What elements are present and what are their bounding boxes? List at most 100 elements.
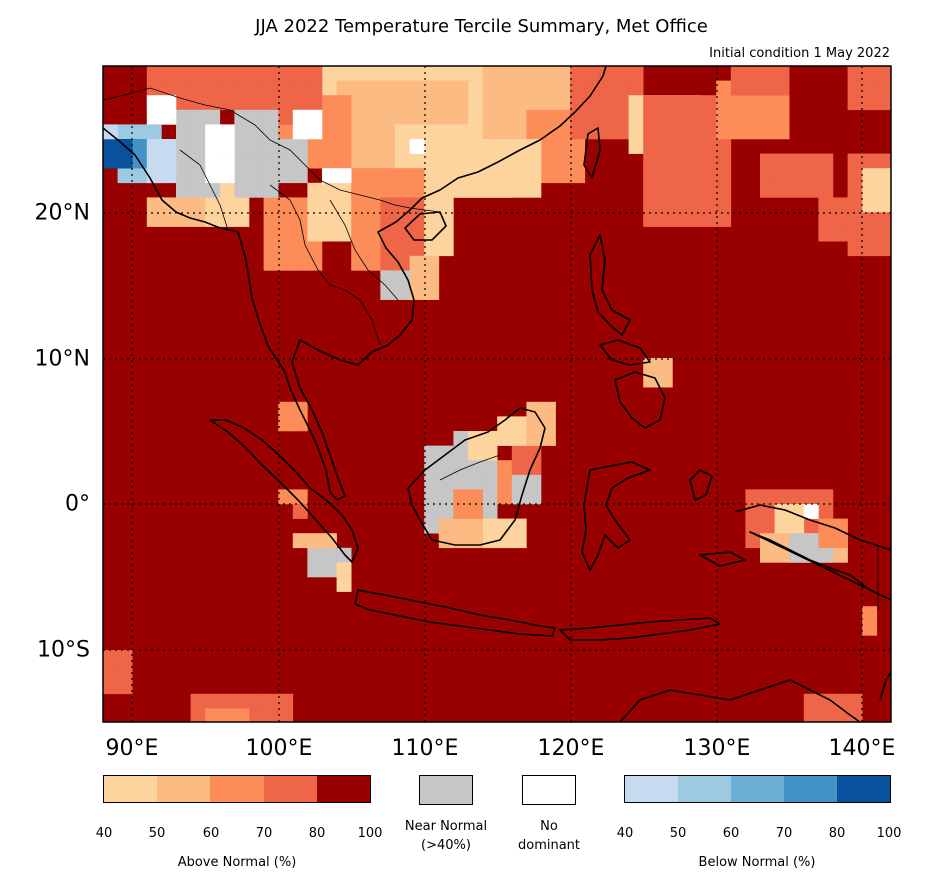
cell-below-80 bbox=[103, 153, 118, 169]
cell-above-70 bbox=[584, 109, 600, 125]
cell-above-50 bbox=[526, 401, 542, 417]
cell-above-60 bbox=[263, 226, 279, 242]
cell-above-50 bbox=[497, 80, 513, 96]
cell-above-40 bbox=[438, 182, 454, 198]
cell-above-70 bbox=[687, 139, 702, 154]
australia-coastline bbox=[619, 679, 861, 722]
cell-above-40 bbox=[453, 182, 469, 198]
cell-near-normal bbox=[176, 124, 191, 140]
cell-above-70 bbox=[862, 226, 878, 242]
cell-above-70 bbox=[380, 226, 396, 242]
cell-above-70 bbox=[409, 197, 425, 213]
cell-above-70 bbox=[833, 226, 848, 242]
cell-above-50 bbox=[380, 153, 396, 169]
cell-above-40 bbox=[453, 66, 469, 81]
tercile-cells bbox=[103, 66, 891, 722]
cell-above-70 bbox=[672, 124, 688, 140]
cell-above-60 bbox=[365, 226, 381, 242]
cell-above-50 bbox=[351, 139, 367, 154]
cell-above-40 bbox=[234, 212, 250, 227]
cell-above-50 bbox=[438, 518, 454, 534]
cell-near-normal bbox=[526, 474, 542, 490]
cell-above-40 bbox=[322, 66, 337, 81]
cell-above-40 bbox=[409, 124, 425, 140]
cell-no-dominant bbox=[292, 109, 308, 125]
cell-above-70 bbox=[628, 66, 644, 81]
near-normal-label-line2: (>40%) bbox=[421, 838, 471, 853]
cell-above-70 bbox=[643, 139, 659, 154]
cell-near-normal bbox=[307, 547, 323, 563]
cell-above-60 bbox=[292, 416, 308, 432]
cell-above-70 bbox=[716, 212, 732, 227]
no-dominant-swatch bbox=[522, 775, 576, 805]
cell-above-50 bbox=[555, 80, 571, 96]
cell-above-70 bbox=[117, 679, 133, 695]
below-normal-label: Below Normal (%) bbox=[698, 855, 816, 870]
cell-above-70 bbox=[570, 109, 586, 125]
cell-above-60 bbox=[336, 95, 352, 111]
cell-near-normal bbox=[438, 489, 454, 505]
cell-above-40 bbox=[511, 182, 527, 198]
cell-above-60 bbox=[365, 241, 381, 257]
cell-no-dominant bbox=[803, 504, 819, 519]
cell-above-60 bbox=[409, 182, 425, 198]
cell-above-70 bbox=[701, 182, 717, 198]
cell-above-70 bbox=[234, 66, 250, 81]
cell-above-70 bbox=[745, 518, 761, 534]
lon-label-2: 110°E bbox=[391, 736, 459, 761]
cell-near-normal bbox=[278, 168, 294, 184]
cell-above-50 bbox=[351, 124, 367, 140]
cell-above-60 bbox=[336, 109, 352, 125]
cell-above-60 bbox=[278, 255, 294, 271]
cell-above-70 bbox=[760, 153, 775, 169]
cell-above-70 bbox=[672, 197, 688, 213]
cell-above-50 bbox=[468, 518, 483, 534]
cell-near-normal bbox=[249, 182, 264, 198]
cell-above-70 bbox=[687, 109, 702, 125]
cell-above-40 bbox=[380, 66, 396, 81]
cell-above-70 bbox=[103, 679, 118, 695]
cell-above-50 bbox=[365, 80, 381, 96]
cell-above-50 bbox=[190, 197, 206, 213]
cell-no-dominant bbox=[205, 168, 221, 184]
cell-above-70 bbox=[643, 182, 659, 198]
below-swatch-70 bbox=[784, 776, 837, 802]
cell-above-60 bbox=[278, 416, 294, 432]
cell-above-60 bbox=[745, 124, 761, 140]
cell-below-50 bbox=[132, 168, 148, 184]
cell-above-70 bbox=[687, 153, 702, 169]
cell-above-60 bbox=[395, 168, 410, 184]
cell-above-60 bbox=[745, 109, 761, 125]
sumatra-coastline bbox=[209, 419, 359, 563]
cell-no-dominant bbox=[205, 124, 221, 140]
cell-above-40 bbox=[234, 197, 250, 213]
cell-above-70 bbox=[657, 197, 673, 213]
cell-near-normal bbox=[278, 139, 294, 154]
cell-near-normal bbox=[438, 460, 454, 476]
cell-above-70 bbox=[657, 109, 673, 125]
cell-above-60 bbox=[541, 109, 556, 125]
cell-above-40 bbox=[453, 124, 469, 140]
cell-near-normal bbox=[176, 168, 191, 184]
cell-above-40 bbox=[628, 124, 644, 140]
cell-near-normal bbox=[395, 270, 410, 286]
cell-above-70 bbox=[395, 241, 410, 257]
cell-no-dominant bbox=[307, 124, 323, 140]
cell-near-normal bbox=[249, 124, 264, 140]
below-swatch-60 bbox=[731, 776, 784, 802]
cell-above-70 bbox=[570, 124, 586, 140]
cell-no-dominant bbox=[219, 139, 235, 154]
cell-above-70 bbox=[599, 95, 615, 111]
cell-above-50 bbox=[424, 255, 440, 271]
cell-above-70 bbox=[176, 66, 191, 81]
cell-above-70 bbox=[760, 168, 775, 184]
cell-above-70 bbox=[847, 708, 863, 722]
cell-above-60 bbox=[307, 139, 323, 154]
cell-above-60 bbox=[380, 168, 396, 184]
cell-near-normal bbox=[190, 182, 206, 198]
cell-near-normal bbox=[482, 460, 498, 476]
cell-above-70 bbox=[380, 197, 396, 213]
cell-above-70 bbox=[234, 95, 250, 111]
new-guinea-coastline bbox=[734, 504, 891, 601]
cell-above-60 bbox=[365, 212, 381, 227]
